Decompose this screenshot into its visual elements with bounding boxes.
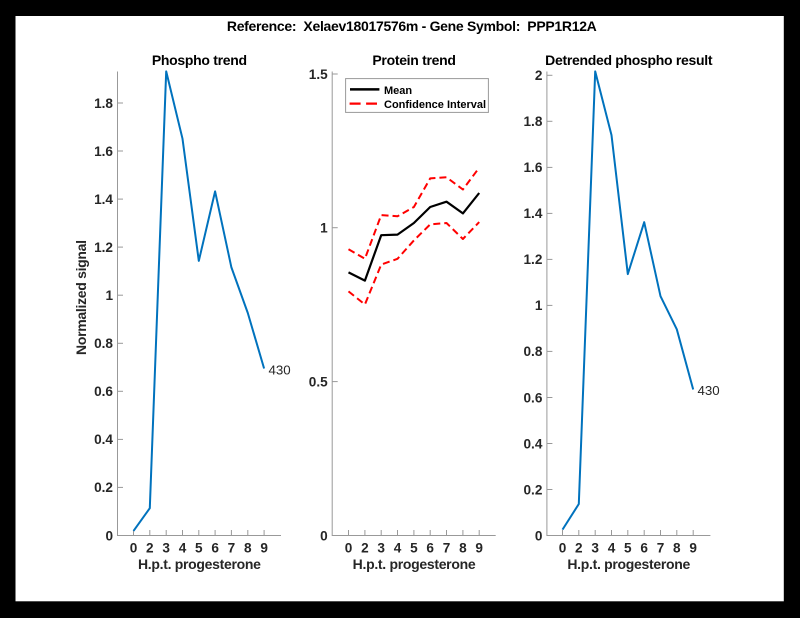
svg-text:0: 0 [320, 528, 328, 543]
svg-text:9: 9 [475, 541, 483, 556]
svg-text:0.6: 0.6 [523, 390, 542, 405]
svg-text:Phospho trend: Phospho trend [152, 52, 247, 68]
svg-text:H.p.t. progesterone: H.p.t. progesterone [353, 556, 476, 572]
svg-text:4: 4 [179, 541, 187, 556]
svg-text:1.4: 1.4 [94, 192, 113, 207]
svg-text:H.p.t. progesterone: H.p.t. progesterone [567, 556, 690, 572]
svg-text:0: 0 [105, 528, 113, 543]
svg-text:0.2: 0.2 [94, 480, 113, 495]
svg-text:1.6: 1.6 [94, 144, 113, 159]
svg-text:2: 2 [535, 68, 543, 83]
svg-text:1: 1 [535, 298, 543, 313]
svg-text:0.4: 0.4 [523, 436, 542, 451]
svg-text:4: 4 [394, 541, 402, 556]
svg-text:Mean: Mean [384, 85, 412, 97]
svg-text:0: 0 [535, 528, 543, 543]
svg-text:Reference: Xelaev18017576m -: Reference: Xelaev18017576m - Gene Symbol… [227, 18, 597, 34]
svg-text:1.8: 1.8 [94, 96, 113, 111]
svg-text:2: 2 [146, 541, 154, 556]
svg-text:6: 6 [211, 541, 219, 556]
svg-text:3: 3 [591, 541, 599, 556]
svg-text:Confidence Interval: Confidence Interval [384, 99, 486, 111]
svg-text:9: 9 [689, 541, 697, 556]
svg-text:0: 0 [345, 541, 353, 556]
svg-text:Detrended phospho result: Detrended phospho result [545, 52, 713, 68]
svg-text:3: 3 [377, 541, 385, 556]
svg-text:0.6: 0.6 [94, 384, 113, 399]
svg-text:8: 8 [673, 541, 681, 556]
svg-text:0.2: 0.2 [523, 482, 542, 497]
svg-text:1.4: 1.4 [523, 206, 542, 221]
svg-text:7: 7 [443, 541, 451, 556]
svg-text:5: 5 [624, 541, 632, 556]
svg-text:5: 5 [410, 541, 418, 556]
svg-text:9: 9 [260, 541, 268, 556]
svg-text:2: 2 [575, 541, 583, 556]
svg-text:0.8: 0.8 [94, 336, 113, 351]
svg-text:6: 6 [640, 541, 648, 556]
svg-text:3: 3 [162, 541, 170, 556]
svg-text:5: 5 [195, 541, 203, 556]
svg-text:1.2: 1.2 [94, 240, 113, 255]
svg-text:430: 430 [269, 362, 291, 377]
svg-text:7: 7 [657, 541, 665, 556]
svg-text:6: 6 [426, 541, 434, 556]
svg-text:Normalized signal: Normalized signal [73, 240, 89, 355]
svg-text:7: 7 [228, 541, 236, 556]
svg-text:1: 1 [105, 288, 113, 303]
svg-text:8: 8 [459, 541, 467, 556]
svg-text:0.8: 0.8 [523, 344, 542, 359]
svg-text:8: 8 [244, 541, 252, 556]
svg-text:0.5: 0.5 [309, 374, 328, 389]
svg-text:1.6: 1.6 [523, 160, 542, 175]
svg-text:430: 430 [698, 383, 720, 398]
svg-text:0: 0 [130, 541, 138, 556]
svg-text:Protein trend: Protein trend [372, 52, 455, 68]
svg-text:2: 2 [361, 541, 369, 556]
svg-text:0: 0 [559, 541, 567, 556]
svg-text:1.8: 1.8 [523, 114, 542, 129]
svg-text:H.p.t. progesterone: H.p.t. progesterone [138, 556, 261, 572]
svg-text:1: 1 [320, 221, 328, 236]
svg-text:1.2: 1.2 [523, 252, 542, 267]
svg-text:4: 4 [608, 541, 616, 556]
svg-text:0.4: 0.4 [94, 432, 113, 447]
svg-text:1.5: 1.5 [309, 67, 328, 82]
